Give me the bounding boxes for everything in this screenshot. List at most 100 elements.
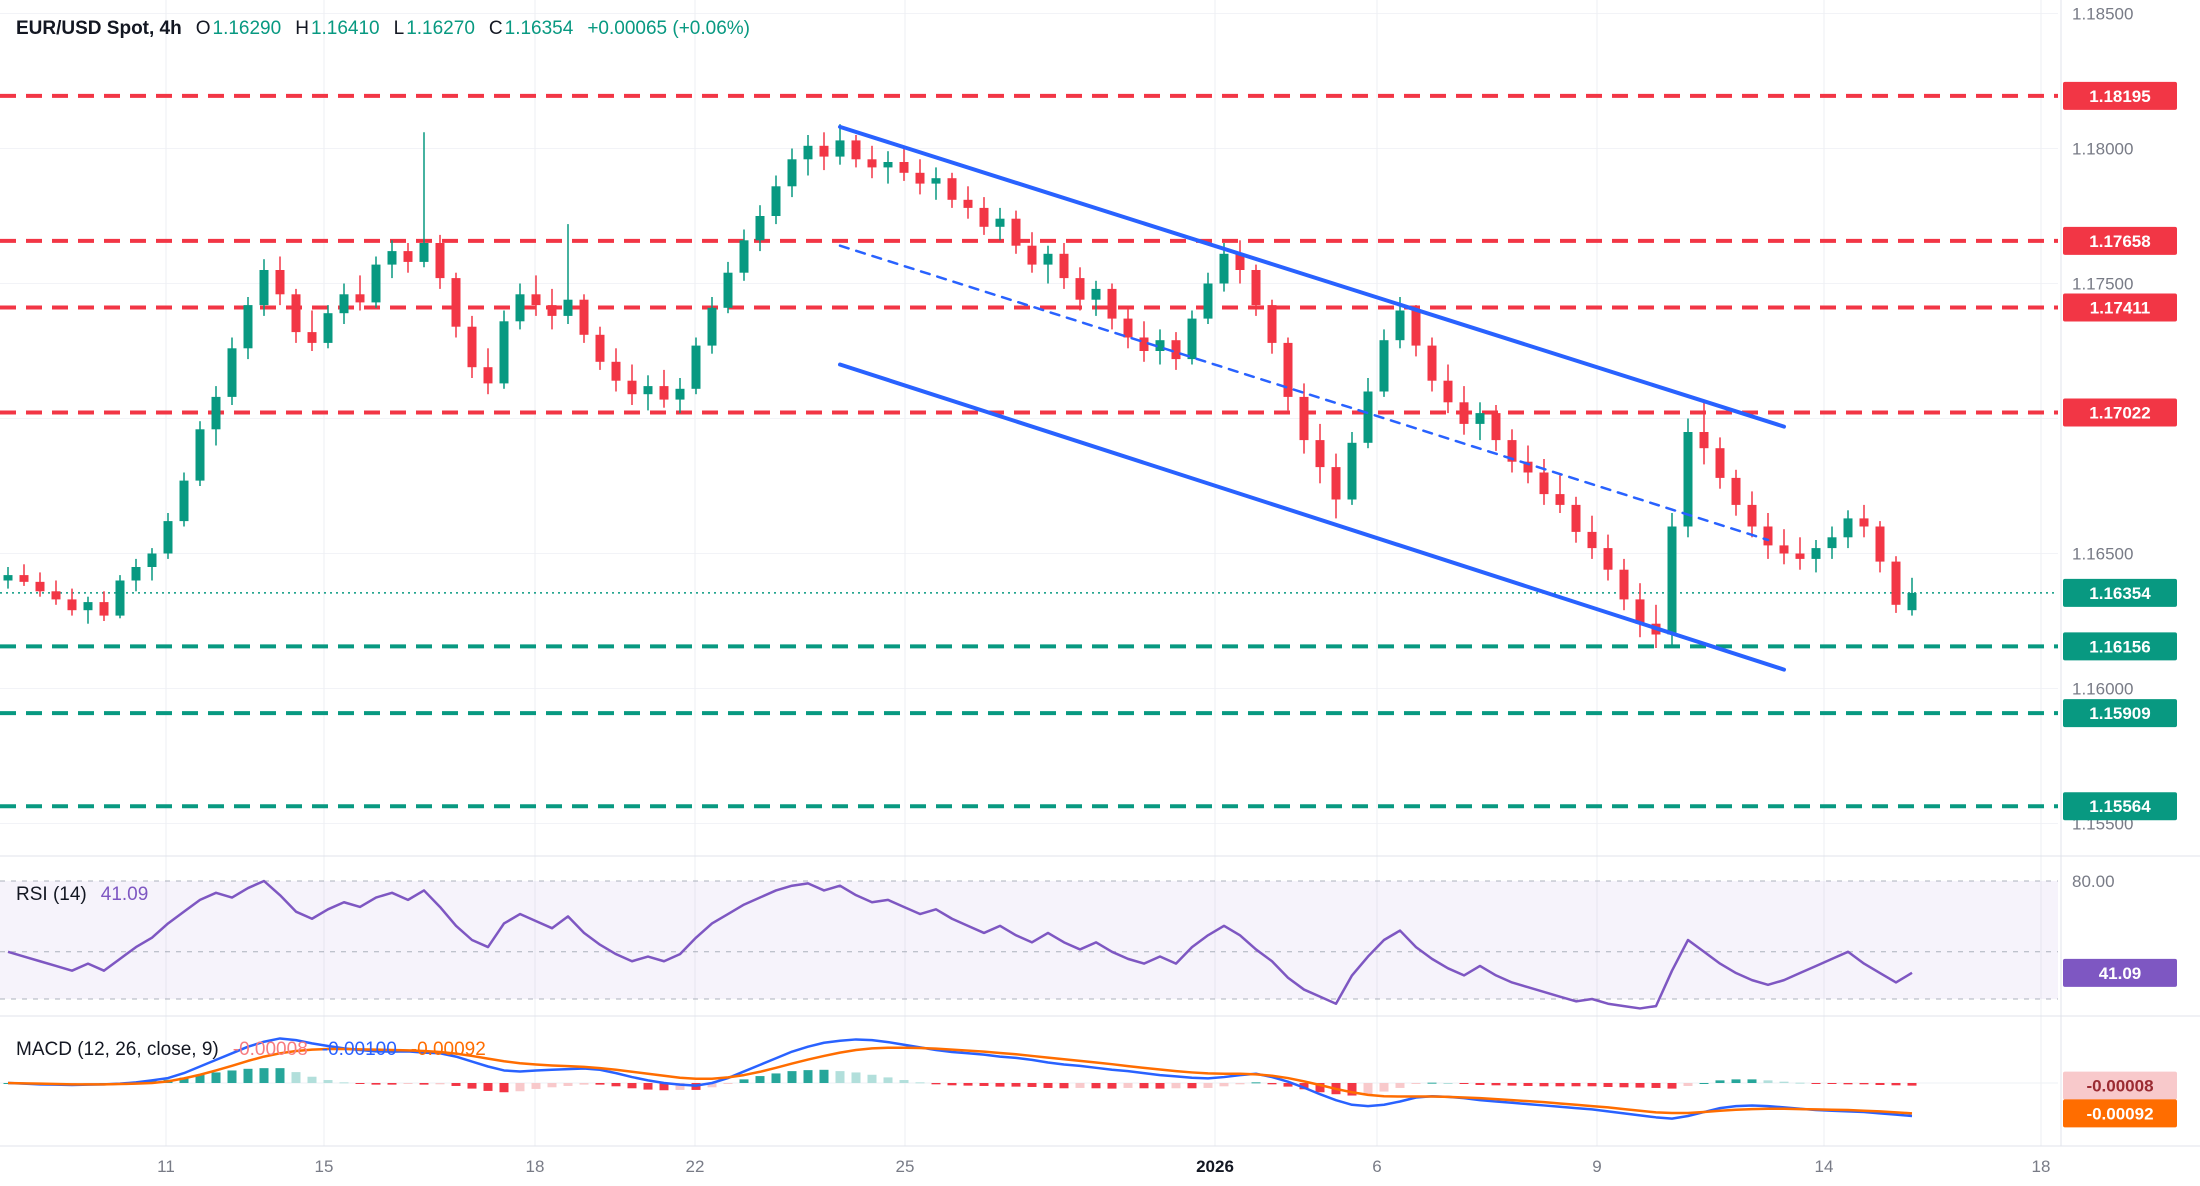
macd-hist-bar [867, 1074, 877, 1083]
macd-hist-badge: -0.00008 [2063, 1071, 2177, 1100]
candle-body [1603, 548, 1613, 570]
candle-body [259, 270, 269, 306]
candle-body [435, 243, 445, 279]
svg-text:-0.00092: -0.00092 [2086, 1104, 2153, 1123]
macd-hist-bar [451, 1083, 461, 1086]
trend-channel[interactable] [838, 124, 1786, 672]
candle-body [1859, 518, 1869, 527]
macd-hist-bar [963, 1083, 973, 1086]
macd-hist-bar [147, 1080, 157, 1083]
macd-hist-bar [1491, 1083, 1501, 1086]
candle-body [867, 159, 877, 168]
time-scale[interactable]: 11 15 18 22 25 2026 6 9 14 18 [157, 1157, 2050, 1176]
macd-hist-bar [243, 1068, 253, 1083]
candle-body [1443, 380, 1453, 403]
svg-text:41.09: 41.09 [2099, 964, 2142, 983]
rsi-axis-label: 80.00 [2072, 872, 2115, 891]
macd-hist-bar [1235, 1083, 1245, 1085]
macd-hist-bar [1027, 1083, 1037, 1087]
macd-hist-bar [419, 1083, 429, 1085]
candle-body [979, 207, 989, 227]
macd-hist-bar [1459, 1083, 1469, 1084]
rsi-title: RSI (14) [16, 884, 87, 905]
price-tick-label: 1.17500 [2072, 275, 2133, 294]
trend-line-upper[interactable] [838, 124, 1786, 429]
macd-hist-bar [1795, 1082, 1805, 1084]
candle-body [1619, 569, 1629, 600]
candle-body [627, 380, 637, 395]
resistance-badge: 1.17658 [2063, 226, 2177, 255]
macd-hist-bar [387, 1083, 397, 1085]
macd-hist-bar [755, 1076, 765, 1083]
macd-hist-bar [499, 1083, 509, 1093]
candles [3, 124, 1917, 648]
macd-hist-bar [1667, 1083, 1677, 1089]
macd-hist-bar [323, 1080, 333, 1083]
candle-body [1219, 253, 1229, 284]
macd-legend[interactable]: MACD (12, 26, close, 9) -0.00008 -0.0010… [16, 1039, 486, 1061]
candle-body [1027, 245, 1037, 265]
resistance-badge: 1.17411 [2063, 293, 2177, 322]
candle-body [1891, 561, 1901, 605]
price-scale[interactable]: 1.185001.180001.175001.165001.160001.155… [2072, 5, 2133, 892]
support-badge: 1.15909 [2063, 699, 2177, 728]
candle-body [1427, 345, 1437, 381]
macd-hist-bar [1779, 1081, 1789, 1083]
price-change: +0.00065 (+0.06%) [587, 18, 750, 39]
macd-hist-bar [1555, 1083, 1565, 1087]
candle-body [947, 178, 957, 200]
macd-hist-bar [1747, 1079, 1757, 1083]
candle-body [1779, 545, 1789, 554]
candle-body [707, 307, 717, 346]
symbol-legend[interactable]: EUR/USD Spot, 4h O 1.16290 H 1.16410 L 1.16… [16, 18, 750, 40]
candle-body [1395, 310, 1405, 341]
candle-body [1139, 337, 1149, 351]
rsi-legend[interactable]: RSI (14) 41.09 [16, 884, 148, 906]
candle-body [211, 396, 221, 430]
macd-hist-bar [1635, 1083, 1645, 1088]
trend-line-lower[interactable] [838, 362, 1786, 672]
candle-body [1523, 461, 1533, 473]
macd-hist-bar [467, 1083, 477, 1089]
macd-hist-bar [1603, 1083, 1613, 1087]
candle-body [1283, 342, 1293, 397]
candle-body [1907, 592, 1917, 611]
macd-hist-bar [787, 1071, 797, 1083]
candle-body [243, 305, 253, 349]
candle-body [563, 299, 573, 316]
candle-body [1331, 467, 1341, 500]
price-tick-label: 1.16500 [2072, 545, 2133, 564]
macd-hist-bar [1299, 1083, 1309, 1090]
macd-signal-value: -0.00092 [410, 1039, 486, 1060]
svg-text:1.18195: 1.18195 [2089, 87, 2150, 106]
macd-hist-bar [483, 1083, 493, 1091]
candle-body [291, 294, 301, 333]
candle-body [1203, 283, 1213, 319]
macd-hist-bar [1523, 1083, 1533, 1086]
macd-hist-bar [627, 1083, 637, 1089]
time-tick-label: 25 [896, 1157, 915, 1176]
macd-hist-bar [1139, 1083, 1149, 1089]
candle-body [1347, 442, 1357, 500]
support-badge: 1.16156 [2063, 632, 2177, 661]
macd-hist-bar [1843, 1083, 1853, 1085]
candle-body [419, 243, 429, 262]
candle-body [1875, 526, 1885, 562]
macd-hist-bar [835, 1071, 845, 1083]
candle-body [1731, 477, 1741, 505]
svg-text:1.15909: 1.15909 [2089, 704, 2150, 723]
macd-hist-bar [1411, 1083, 1421, 1084]
candle-body [1267, 305, 1277, 343]
candle-body [1795, 553, 1805, 559]
candle-body [579, 299, 589, 335]
macd-hist-bar [1395, 1083, 1405, 1088]
macd-hist-bar [819, 1069, 829, 1083]
trend-line-median[interactable] [838, 244, 1770, 542]
candle-body [819, 145, 829, 157]
macd-hist-bar [1107, 1083, 1117, 1089]
time-tick-label: 9 [1592, 1157, 1601, 1176]
candle-body [771, 186, 781, 216]
candle-body [467, 326, 477, 368]
